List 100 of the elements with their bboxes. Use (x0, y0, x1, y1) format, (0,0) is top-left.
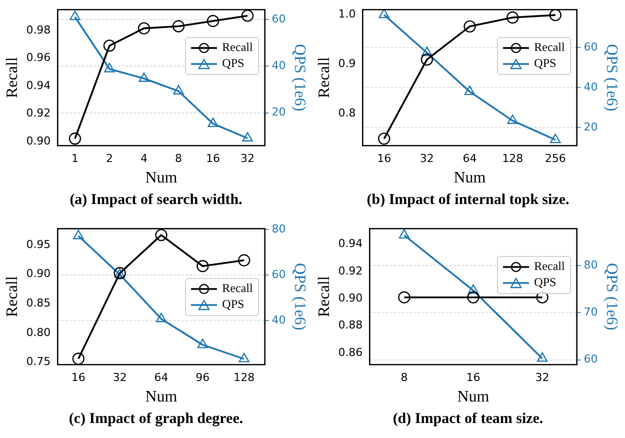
y-tick-label: 0.92 (26, 106, 51, 120)
text: (c) Impact of graph degree. (68, 411, 244, 428)
y-tick-label: 0.88 (338, 318, 363, 332)
y-tick-label: 0.8 (338, 106, 356, 120)
x-tick-label: 4 (140, 152, 148, 166)
x-tick-label: 2 (106, 152, 113, 166)
x-tick-label: 8 (175, 152, 182, 166)
point (173, 85, 184, 94)
legend-label: Recall (222, 281, 253, 296)
point (238, 254, 250, 266)
x-tick-label: 16 (71, 371, 86, 384)
point (536, 352, 548, 362)
y-tick-label: 0.90 (26, 267, 51, 280)
point (138, 22, 150, 34)
x-tick-label: 8 (400, 371, 408, 384)
x-axis-title: Num (145, 388, 178, 406)
point (172, 20, 185, 32)
y-tick-label: 0.86 (338, 346, 363, 359)
y-axis-title: Recall (316, 56, 333, 98)
point (138, 72, 150, 82)
y-tick-label: 0.85 (26, 296, 51, 310)
y-tick-label: 0.90 (26, 134, 51, 148)
y-axis-title: Recall (4, 276, 21, 318)
point (241, 10, 254, 22)
x-tick-label: 32 (112, 371, 127, 384)
x-tick-label: 256 (544, 152, 566, 166)
y2-axis-title: QPS (1e6) (603, 44, 620, 112)
y2-tick-label: 80 (584, 258, 598, 272)
x-tick-label: 128 (234, 371, 255, 384)
y2-tick-label: 60 (584, 40, 598, 54)
y-tick-label: 1.0 (338, 7, 356, 20)
point (420, 53, 434, 66)
x-tick-label: 64 (154, 371, 168, 384)
point (422, 46, 432, 56)
y-tick-label: 0.95 (26, 238, 51, 251)
point (208, 118, 218, 128)
legend-label: Recall (534, 40, 565, 56)
y-axis-title: Recall (316, 276, 333, 318)
y2-axis-title: QPS (1e6) (291, 263, 308, 330)
y-tick-label: 0.80 (26, 326, 51, 339)
text: (a) Impact of search width. (68, 192, 244, 209)
y2-tick-label: 40 (584, 80, 598, 94)
point (104, 62, 115, 72)
x-tick-label: 32 (420, 152, 434, 166)
legend-label: QPS (222, 56, 244, 72)
x-tick-label: 96 (196, 371, 210, 384)
point (155, 228, 168, 242)
x-tick-label: 16 (466, 371, 480, 384)
x-tick-label: 16 (206, 152, 220, 166)
y-tick-label: 0.96 (26, 51, 51, 64)
point (196, 260, 209, 272)
legend-label: QPS (222, 297, 244, 312)
y2-tick-label: 60 (584, 352, 598, 366)
x-axis-title: Num (454, 170, 486, 187)
y-tick-label: 0.94 (26, 78, 51, 92)
point (72, 352, 85, 365)
text: (d) Impact of team size. (392, 411, 544, 428)
point (550, 134, 561, 144)
y2-tick-label: 20 (272, 106, 286, 119)
y-tick-label: 0.94 (338, 237, 363, 250)
point (506, 11, 519, 24)
y-tick-label: 0.98 (26, 23, 51, 36)
point (464, 20, 476, 33)
y2-axis-title: QPS (1e6) (291, 44, 308, 112)
y2-tick-label: 60 (272, 268, 286, 282)
y-tick-label: 0.90 (338, 292, 363, 305)
point (73, 230, 84, 240)
legend-label: QPS (534, 56, 556, 72)
x-axis-title: Num (457, 388, 490, 406)
point (398, 229, 410, 239)
x-tick-label: 1 (71, 152, 78, 166)
x-tick-label: 128 (502, 152, 524, 166)
legend-label: Recall (222, 40, 253, 56)
legend-label: Recall (534, 259, 565, 274)
y2-tick-label: 40 (272, 59, 286, 72)
point (68, 132, 82, 145)
y2-axis-title: QPS (1e6) (603, 263, 620, 330)
point (242, 132, 253, 142)
point (549, 10, 562, 22)
y2-tick-label: 20 (584, 120, 598, 134)
y2-tick-label: 70 (584, 306, 598, 319)
y2-tick-label: 60 (272, 12, 286, 26)
y2-tick-label: 40 (272, 314, 286, 327)
x-tick-label: 16 (377, 152, 392, 166)
x-axis-title: Num (145, 170, 178, 187)
point (464, 86, 476, 96)
point (378, 10, 390, 18)
point (378, 132, 390, 145)
legend-label: QPS (534, 275, 556, 290)
point (238, 352, 250, 362)
point (197, 338, 208, 348)
point (70, 10, 80, 20)
point (468, 284, 479, 294)
y2-tick-label: 80 (272, 222, 286, 236)
point (156, 312, 167, 322)
point (206, 14, 220, 28)
point (507, 114, 518, 124)
y-tick-label: 0.92 (338, 264, 363, 278)
text: (b) Impact of internal topk size. (366, 192, 570, 209)
y-axis-title: Recall (4, 56, 21, 98)
